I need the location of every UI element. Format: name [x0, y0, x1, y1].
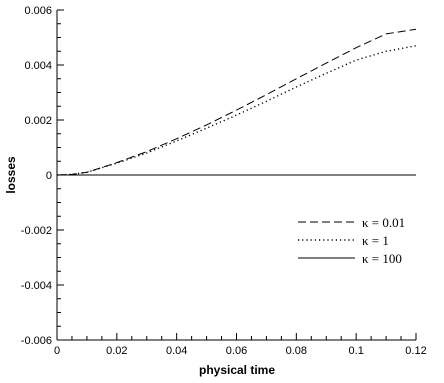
y-tick-label: -0.004: [21, 280, 52, 292]
y-tick-label: 0: [46, 170, 52, 182]
plot-area: [56, 28, 417, 176]
legend-label-2: κ = 1: [362, 233, 389, 248]
axes: 0 0.02 0.04 0.06 0.08 0.1 0.12 -0.006 -0.004 -0.0…: [21, 5, 427, 357]
x-tick-label: 0.12: [405, 345, 426, 357]
x-tick-label: 0: [54, 345, 60, 357]
y-tick-label: -0.002: [21, 225, 52, 237]
x-tick-label: 0.1: [349, 345, 364, 357]
x-axis-title: physical time: [199, 363, 275, 377]
x-tick-label: 0.08: [286, 345, 307, 357]
y-tick-label: 0.006: [24, 5, 52, 17]
y-tick-label: -0.006: [21, 335, 52, 347]
legend: κ = 0.01 κ = 1 κ = 100: [298, 215, 405, 266]
y-axis-title: losses: [4, 156, 18, 194]
y-tick-label: 0.004: [24, 60, 52, 72]
legend-label-1: κ = 0.01: [362, 215, 405, 230]
x-tick-label: 0.02: [106, 345, 127, 357]
series-line-1: [56, 28, 417, 176]
x-tick-label: 0.04: [166, 345, 187, 357]
x-tick-label: 0.06: [226, 345, 247, 357]
legend-label-3: κ = 100: [362, 251, 402, 266]
y-tick-label: 0.002: [24, 115, 52, 127]
